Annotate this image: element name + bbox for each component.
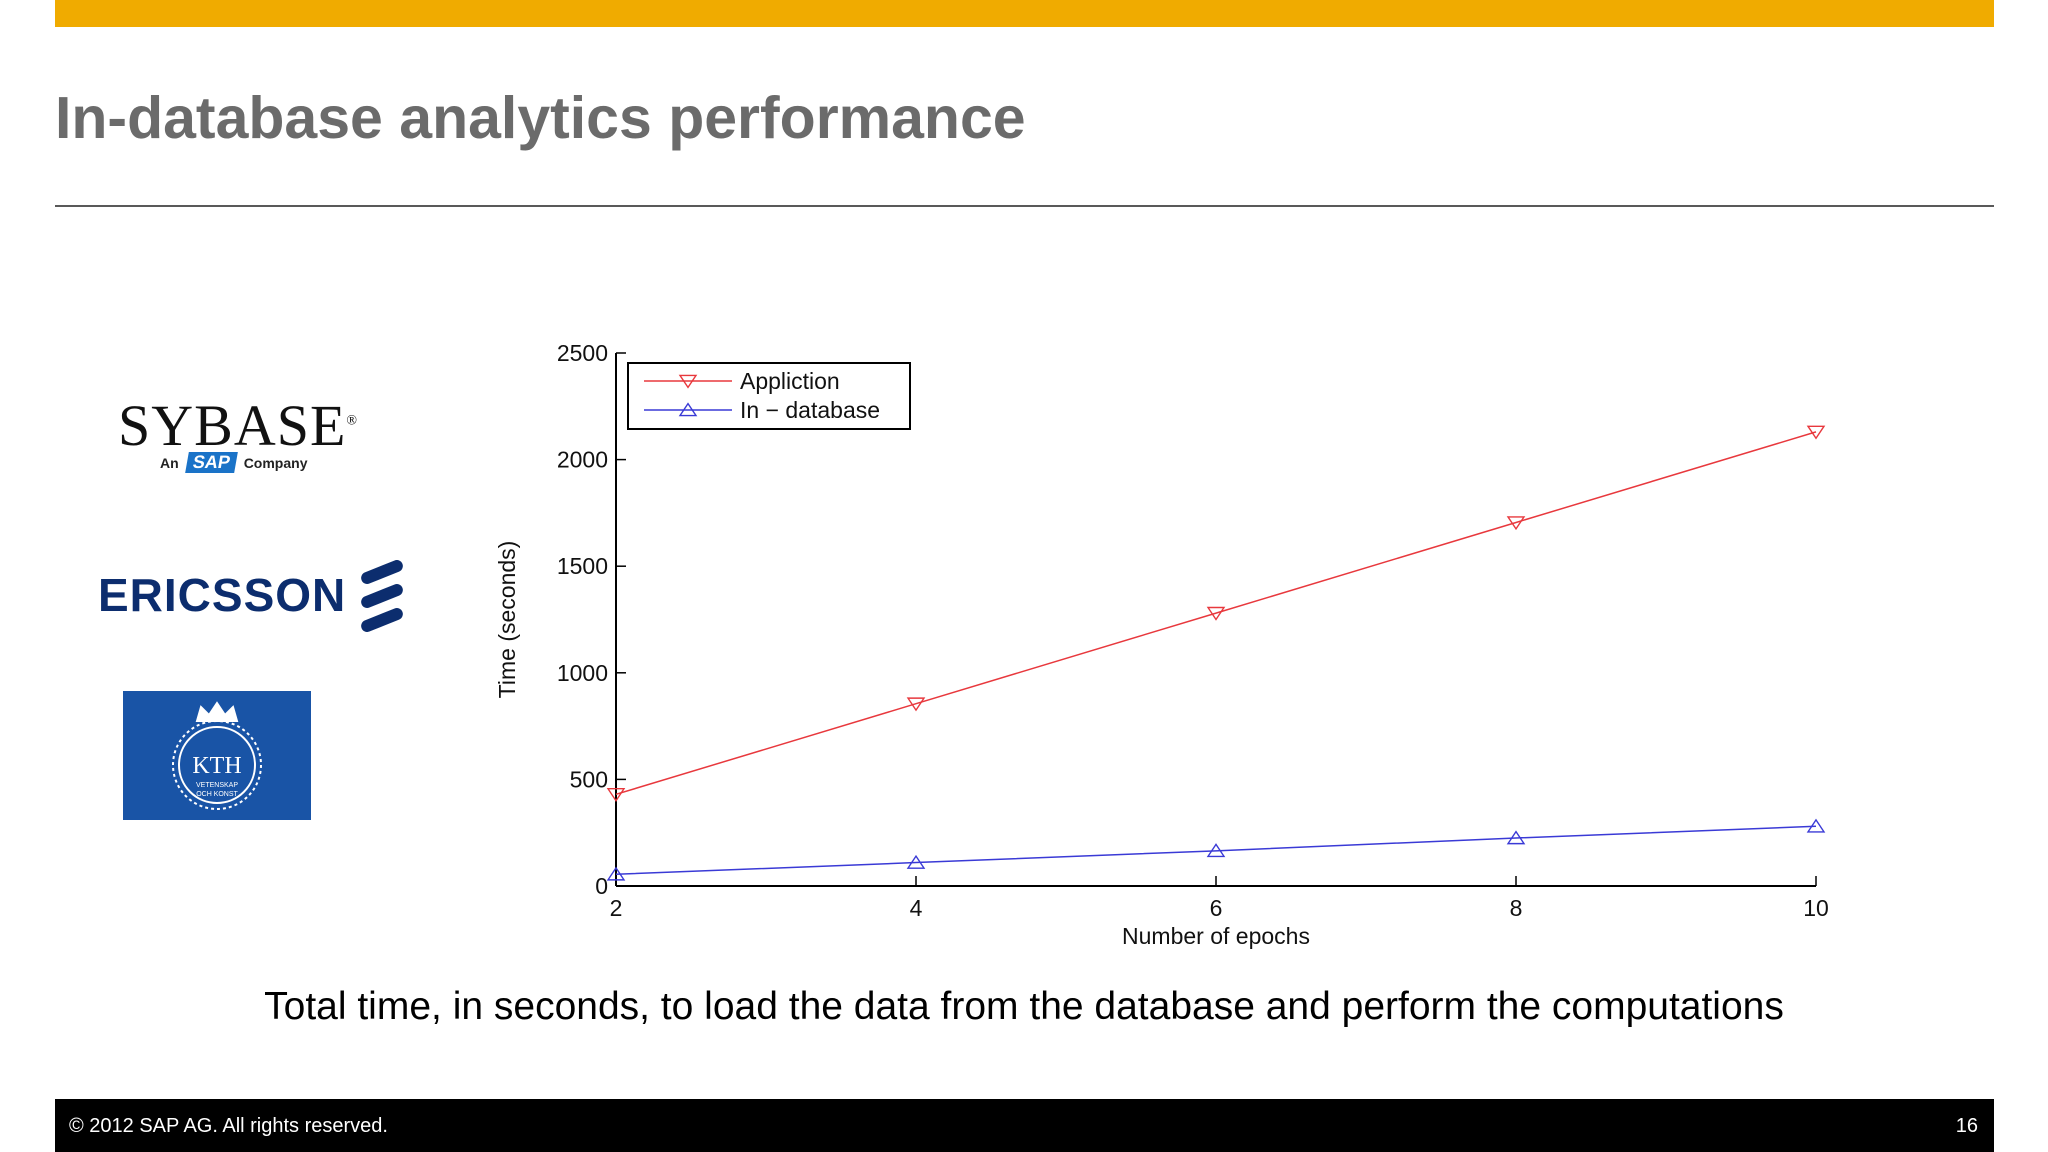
data-point-0 xyxy=(606,788,626,802)
y-tick-label: 1000 xyxy=(557,660,608,686)
data-point-1 xyxy=(1506,830,1526,845)
ericsson-wordmark: ERICSSON xyxy=(98,569,347,621)
legend-entry: In − database xyxy=(740,397,880,423)
x-axis-label: Number of epochs xyxy=(1122,923,1310,949)
legend-marker xyxy=(678,402,698,417)
x-tick-label: 10 xyxy=(1803,895,1829,921)
y-tick-label: 2000 xyxy=(557,447,608,473)
data-point-0 xyxy=(1506,516,1526,531)
data-point-1 xyxy=(606,866,626,881)
y-tick-label: 0 xyxy=(595,873,608,899)
legend-box xyxy=(627,362,911,430)
x-tick-label: 4 xyxy=(910,895,923,921)
title-divider xyxy=(55,205,1994,207)
sybase-wordmark: SYBASE® xyxy=(118,393,359,458)
y-tick-label: 1500 xyxy=(557,553,608,579)
y-axis-label: Time (seconds) xyxy=(494,541,520,699)
data-point-0 xyxy=(1206,606,1226,621)
series-line-0 xyxy=(615,431,1817,796)
series-line-1 xyxy=(615,825,1817,876)
y-tick-label: 2500 xyxy=(557,340,608,366)
svg-text:OCH KONST: OCH KONST xyxy=(196,791,238,798)
line-chart: 0 500 1000 1500 2000 2500 2 4 6 8 10 Number of epoc… xyxy=(494,340,1829,949)
chart-legend: Appliction In − database xyxy=(627,362,911,430)
page-number: 16 xyxy=(1955,1115,1978,1137)
data-point-1 xyxy=(1206,843,1226,858)
copyright-text: © 2012 SAP AG. All rights reserved. xyxy=(69,1115,388,1137)
svg-text:VETENSKAP: VETENSKAP xyxy=(196,782,238,789)
sap-badge: SAP xyxy=(184,452,238,473)
footer-bar: © 2012 SAP AG. All rights reserved. 16 xyxy=(55,1099,1994,1152)
sybase-tagline: An SAP Company xyxy=(160,452,308,473)
ericsson-logo: ERICSSON xyxy=(98,560,418,632)
chart-series xyxy=(606,425,1826,881)
data-point-0 xyxy=(1806,425,1826,440)
legend-marker xyxy=(678,374,698,389)
svg-text:KTH: KTH xyxy=(192,753,241,779)
x-tick-label: 6 xyxy=(1210,895,1223,921)
y-tick-label: 500 xyxy=(570,766,608,792)
accent-bar xyxy=(55,0,1994,27)
slide-title: In-database analytics performance xyxy=(55,85,1026,151)
x-tick-label: 8 xyxy=(1510,895,1523,921)
legend-entry: Appliction xyxy=(740,368,840,394)
x-tick-label: 2 xyxy=(610,895,623,921)
data-point-1 xyxy=(1806,818,1826,833)
ericsson-icon xyxy=(361,560,403,632)
kth-seal-icon: KTH VETENSKAP OCH KONST xyxy=(172,701,262,810)
data-point-0 xyxy=(906,697,926,712)
data-point-1 xyxy=(906,854,926,869)
kth-logo: KTH VETENSKAP OCH KONST xyxy=(123,691,311,820)
chart-axes: 0 500 1000 1500 2000 2500 2 4 6 8 10 Number of epoc… xyxy=(494,340,1829,949)
chart-caption: Total time, in seconds, to load the data… xyxy=(264,985,1784,1028)
sybase-logo: SYBASE® An SAP Company xyxy=(118,392,358,482)
